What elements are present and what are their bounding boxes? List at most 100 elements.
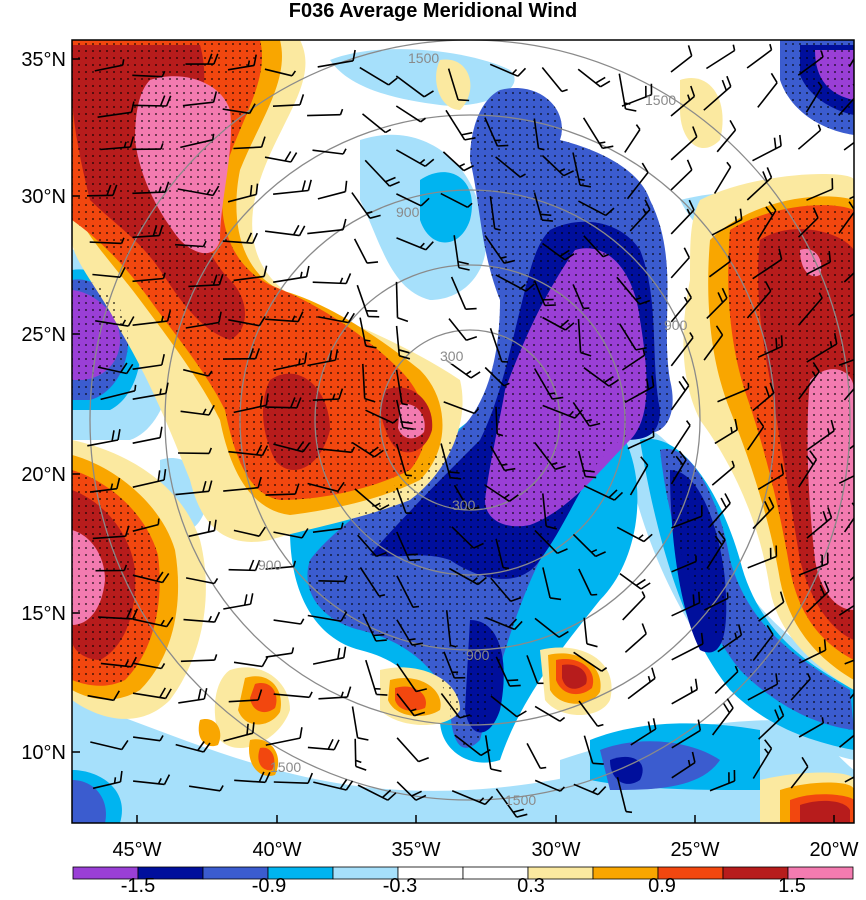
wind-barb [318,696,348,700]
wind-barb-feather [599,141,606,144]
wind-barb-feather [490,768,502,773]
wind-barb [716,129,737,153]
wind-barb-feather [863,465,864,471]
wind-barb-feather [243,594,248,606]
wind-barb-feather [425,241,434,251]
wind-barb [132,523,159,532]
wind-barb [312,527,342,533]
wind-barb [708,260,731,278]
wind-barb-feather [559,786,565,792]
wind-barb-feather [207,370,213,377]
wind-barb-feather [608,489,618,499]
wind-barb-feather [519,173,526,178]
wind-barb [227,193,257,203]
wind-barb [798,722,824,738]
wind-barb [577,68,601,88]
wind-barb-feather [512,808,525,813]
wind-barb-feather [392,418,399,424]
wind-barb-feather [525,283,535,292]
wind-barb [752,506,775,530]
wind-barb-feather [597,786,607,796]
wind-barb [542,242,566,261]
wind-barb [541,154,565,177]
wind-barb [573,651,603,672]
wind-barb [534,529,558,554]
wind-barb-feather [652,718,657,730]
wind-barb [265,493,296,496]
wind-barb-feather [218,274,224,286]
wind-barb-feather [812,361,820,373]
lon-label: 20°W [809,839,858,861]
wind-barb [616,526,645,543]
wind-barb-feather [516,813,528,818]
wind-barb-feather [726,592,729,599]
wind-barb-feather [206,188,211,195]
wind-barb [132,364,162,370]
wind-barb-feather [459,714,471,719]
ring-label-900-left: 900 [258,557,282,573]
wind-barb-feather [117,429,121,441]
wind-barb-feather [345,780,354,791]
wind-barb-feather [625,810,633,814]
wind-barb-feather [419,242,425,249]
wind-barb [365,409,394,424]
wind-barb [572,284,585,309]
wind-barb-feather [381,789,392,799]
wind-barb-feather [768,496,775,508]
wind-barb-feather [806,673,812,680]
wind-barb [359,317,367,347]
wind-barb [838,358,854,367]
wind-barb-feather [290,152,298,163]
wind-barb [542,316,566,331]
wind-barb-feather [347,312,355,324]
wind-barb-feather [290,397,296,408]
wind-barb [228,568,256,572]
wind-barb-feather [549,392,556,395]
wind-barb-feather [549,597,562,601]
wind-barb-feather [678,380,686,391]
wind-barb-feather [641,162,649,173]
wind-barb-feather [165,688,172,699]
wind-barb [670,95,695,117]
ring-label-1500-bottom: 1500 [505,792,536,808]
wind-barb [843,271,854,283]
wind-barb [757,82,778,108]
wind-barb-feather [344,180,348,192]
wind-barb [353,238,368,264]
wind-barb [484,735,492,770]
wind-barb-feather [343,646,347,658]
wind-barb [624,633,647,653]
wind-barb-feather [720,497,728,509]
wind-barb [272,104,301,107]
colorbar-label: 0.9 [648,875,676,897]
wind-barb-feather [367,261,379,264]
wind-barb-feather [355,759,362,764]
wind-barb [223,603,251,610]
wind-barb-feather [821,717,825,724]
wind-barb [92,535,126,540]
wind-barb-feather [258,526,266,537]
wind-barb [307,359,336,367]
wind-barb [132,436,161,444]
wind-barb-feather [691,751,696,763]
wind-barb-feather [352,49,356,61]
wind-barb-feather [161,354,165,366]
wind-barb-feather [291,315,296,322]
wind-barb-feather [342,218,347,230]
wind-barb-feather [583,469,595,473]
wind-barb [443,401,475,415]
wind-barb-feather [461,131,473,136]
wind-barb [534,705,561,722]
wind-barb-feather [369,214,381,219]
wind-barb-feather [585,418,592,422]
wind-barb-feather [685,287,692,299]
lat-label: 30°N [21,186,66,208]
wind-barb-feather [458,163,466,168]
wind-barb-feather [219,785,224,792]
range-rings [89,40,851,801]
wind-barb [228,319,260,327]
wind-barb-feather [265,394,269,406]
wind-barb [670,424,691,455]
wind-barb-feather [355,765,367,771]
wind-barb-feather [120,362,128,373]
